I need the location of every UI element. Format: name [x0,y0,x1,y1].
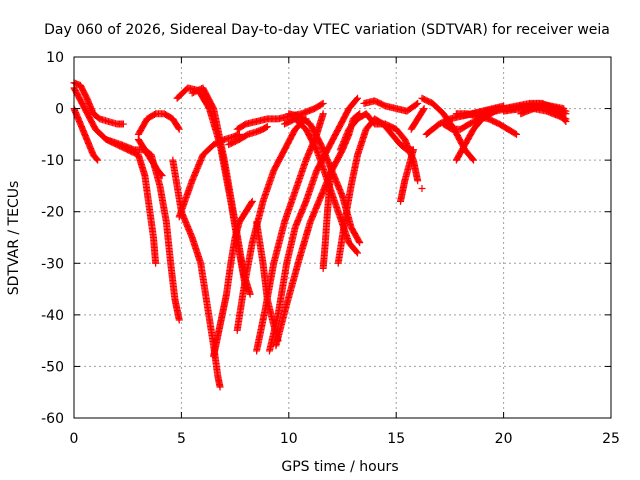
series-arc-25 [396,146,417,205]
data-point [119,120,127,128]
series-arc-26 [407,105,428,133]
data-point [248,199,256,207]
y-tick-label: -20 [41,205,64,221]
data-point [94,156,102,164]
series-arc-27 [418,185,426,193]
data-point [354,94,362,102]
data-point [354,249,362,257]
data-point [318,100,326,108]
data-point [414,99,422,107]
data-point [511,130,519,138]
x-tick-label: 20 [495,431,513,447]
series-arc-24 [360,97,422,115]
y-tick-label: 10 [46,50,64,66]
data-point [353,95,361,103]
y-tick-label: -60 [41,411,64,427]
data-point [216,383,224,391]
data-point [356,239,364,247]
data-point [248,197,256,205]
data-point [328,161,336,169]
data-point [353,248,361,256]
series-arc-14 [225,123,271,149]
data-point [319,110,327,118]
x-tick-label: 0 [70,431,79,447]
data-point [470,156,478,164]
data-point [562,107,570,115]
y-axis-label: SDTVAR / TECUs [6,181,22,296]
series-arc-9 [175,130,243,221]
y-tick-label: -40 [41,308,64,324]
data-point [418,185,426,193]
axes: 0 5 10 15 20 25 -60 -50 -40 -30 -20 -10 0 10 [41,50,620,447]
data-point [512,130,520,138]
plot-frame [73,56,612,419]
y-tick-label: -30 [41,256,64,272]
data-point [93,155,101,163]
chart-title: Day 060 of 2026, Sidereal Day-to-day VTE… [44,22,610,38]
series-arc-18 [253,218,282,345]
data-point [158,172,166,180]
data-point [175,125,183,133]
data-markers [70,79,570,391]
data-point [175,316,183,324]
data-point [420,105,428,113]
x-tick-label: 25 [602,431,620,447]
data-point [274,337,282,345]
data-point [409,146,417,154]
x-tick-label: 10 [280,431,298,447]
series-arc-11 [210,197,256,360]
x-tick-label: 15 [387,431,405,447]
y-tick-label: 0 [55,102,64,118]
data-point [562,117,570,125]
series-arc-2 [70,79,127,128]
data-point [412,100,420,108]
series-arc-6 [134,136,166,180]
series-arc-5 [134,110,183,138]
series-arc-16 [265,94,362,355]
data-point [152,259,160,267]
data-point [469,155,477,163]
data-point [561,116,569,124]
series-arc-37 [500,102,570,115]
x-tick-label: 5 [177,431,186,447]
x-axis-label: GPS time / hours [281,459,398,475]
y-tick-label: -10 [41,153,64,169]
data-point [175,124,183,132]
data-point [355,237,363,245]
series-arc-21 [319,161,336,272]
data-point [263,123,271,131]
data-point [246,290,254,298]
data-point [157,171,165,179]
y-tick-label: -50 [41,359,64,375]
data-point [262,123,270,131]
data-point [419,106,427,114]
data-point [319,99,327,107]
data-point [414,177,422,185]
